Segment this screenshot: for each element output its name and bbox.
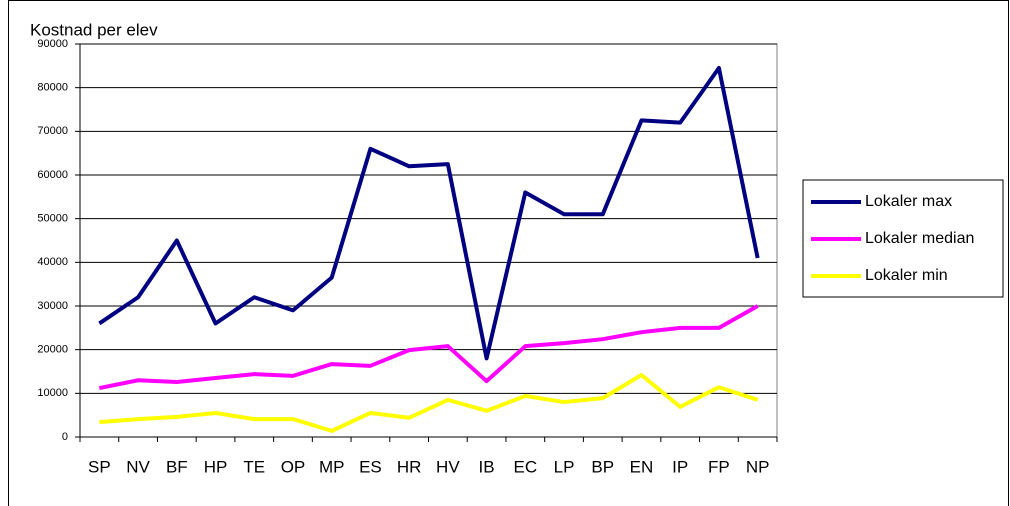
x-tick-label: FP [708,457,730,476]
y-tick-label: 0 [62,431,68,443]
y-tick-label: 80000 [37,82,68,94]
x-tick-label: HV [436,457,460,476]
x-tick-label: HR [397,457,422,476]
y-tick-label: 10000 [37,387,68,399]
x-tick-label: TE [243,457,265,476]
x-tick-label: HP [204,457,228,476]
x-tick-label: EC [513,457,537,476]
legend-label: Lokaler min [865,267,948,284]
y-tick-label: 60000 [37,169,68,181]
series-line [99,372,759,433]
series-line [98,304,759,391]
x-tick-label: MP [319,457,345,476]
x-tick-label: NP [746,457,770,476]
legend-label: Lokaler max [865,193,952,210]
y-tick-label: 30000 [37,300,68,312]
x-tick-label: OP [281,457,306,476]
x-tick-label: BF [166,457,188,476]
x-tick-label: BP [591,457,614,476]
y-tick-label: 70000 [37,125,68,137]
plot-area [79,43,778,438]
x-tick-label: ES [359,457,382,476]
y-tick-label: 90000 [37,38,68,50]
x-tick-label: SP [88,457,111,476]
y-tick-label: 40000 [37,256,68,268]
x-tick-label: NV [126,457,150,476]
x-tick-label: EN [630,457,654,476]
chart-title: Kostnad per elev [30,20,158,39]
x-tick-label: LP [554,457,575,476]
legend-label: Lokaler median [865,230,974,247]
y-tick-label: 50000 [37,213,68,225]
x-tick-label: IP [672,457,688,476]
x-tick-label: IB [479,457,495,476]
series-line [98,66,760,361]
y-tick-label: 20000 [37,344,68,356]
